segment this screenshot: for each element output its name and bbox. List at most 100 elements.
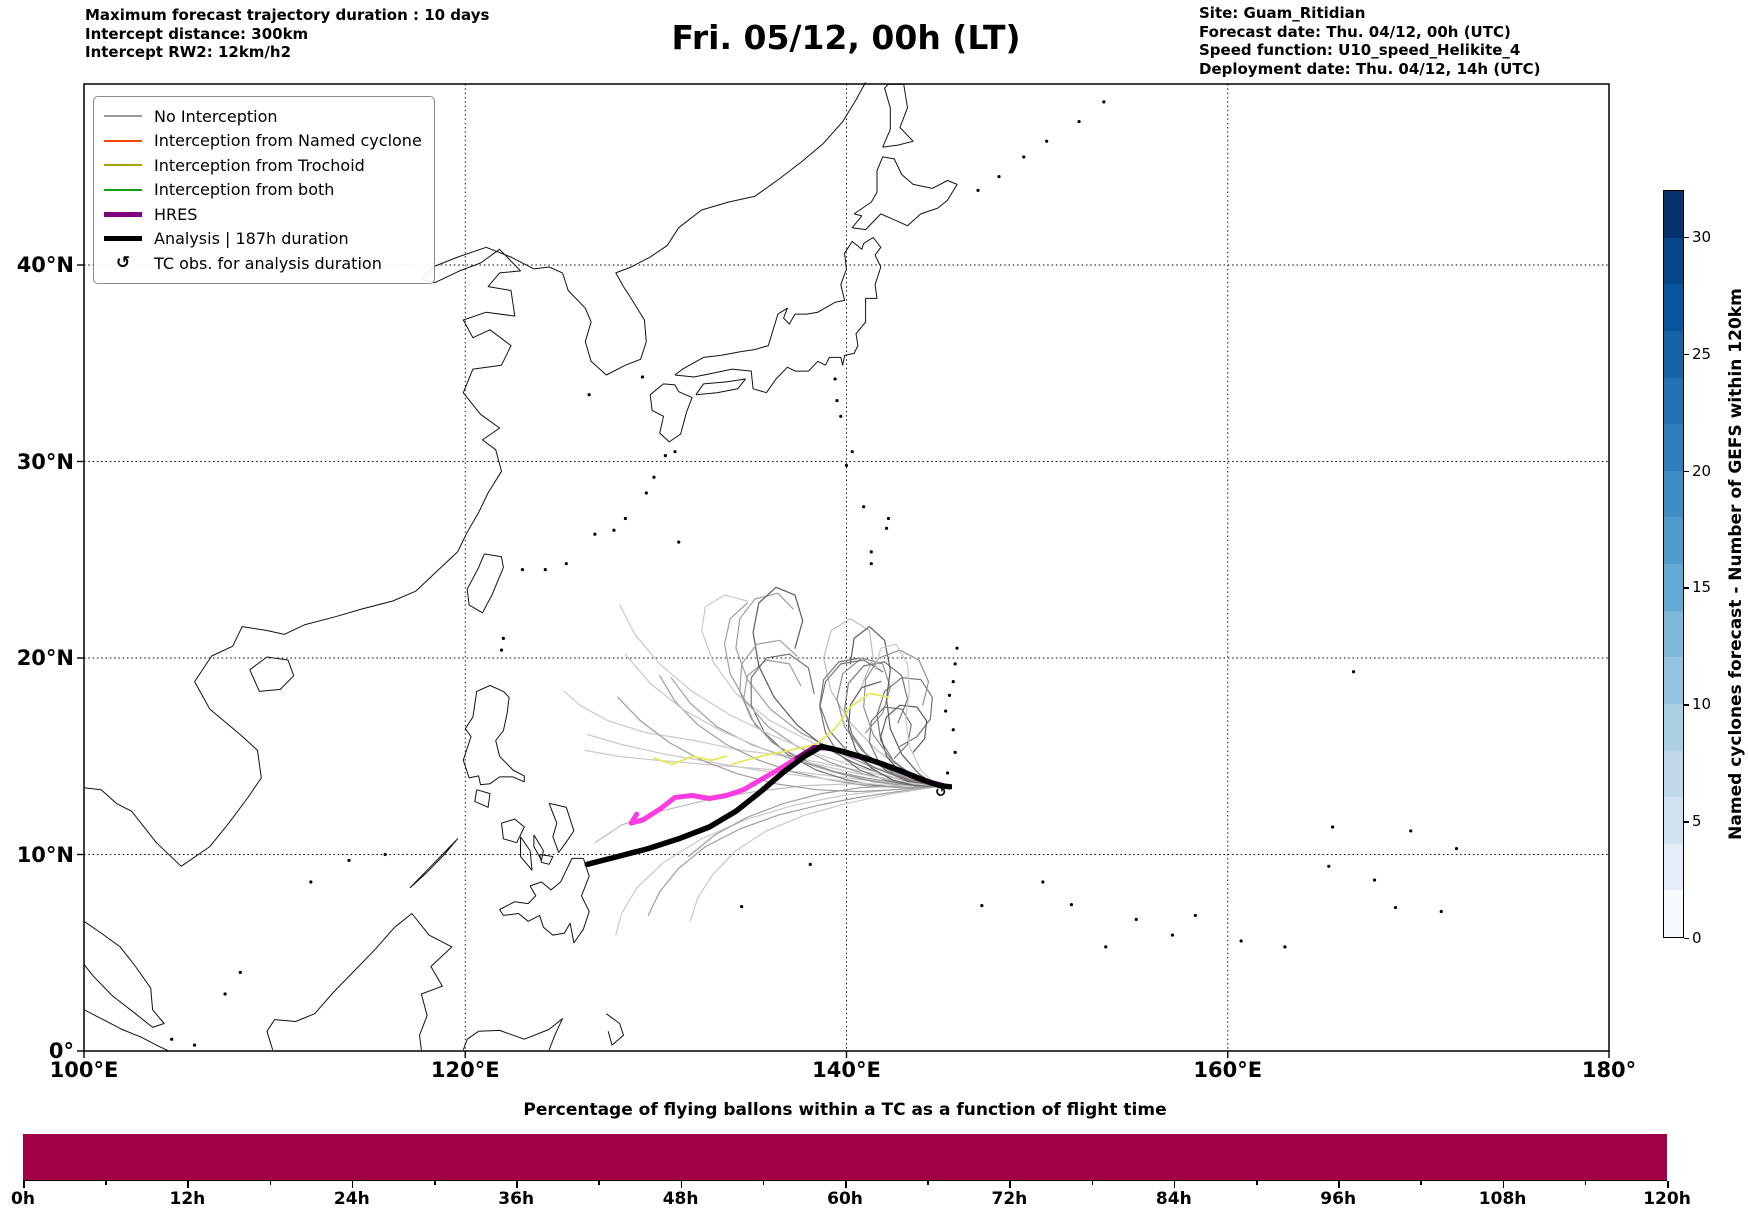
colorbar-tick-label: 20 [1692, 461, 1712, 480]
island-dot [640, 375, 645, 379]
x-tick-label: 120°E [430, 1058, 500, 1082]
colorbar-tick-label: 25 [1692, 344, 1712, 363]
island-dot [1022, 155, 1026, 159]
island-dot [309, 880, 313, 884]
island-dot [869, 562, 873, 566]
bar-x-minor-tick [1091, 1181, 1094, 1185]
coastline [695, 378, 746, 396]
legend-item-5: HRES [104, 202, 422, 227]
coastline [882, 83, 914, 148]
island-dot [1193, 913, 1197, 918]
y-tick-label: 0° [48, 1039, 74, 1063]
plot-title: Fri. 05/12, 00h (LT) [671, 18, 1021, 57]
colorbar-step [1664, 564, 1683, 611]
coastline [649, 383, 693, 443]
bar-x-minor-tick [105, 1181, 107, 1185]
legend-line-swatch [104, 115, 142, 118]
island-dot [1102, 100, 1106, 104]
x-tick-label: 100°E [49, 1058, 119, 1082]
island-dot [945, 771, 950, 775]
legend-line-swatch [104, 211, 142, 217]
analysis-end-marker [946, 784, 952, 790]
bar-x-major-tick [1009, 1181, 1011, 1188]
island-dot [593, 532, 597, 536]
percent-in-tc-bar [23, 1134, 1667, 1180]
trajectory-analysis [584, 743, 953, 868]
coastline [520, 836, 533, 871]
colorbar-step [1664, 424, 1683, 471]
bar-x-major-tick [23, 1181, 25, 1188]
island-dot [835, 398, 839, 403]
bar-x-major-tick [1173, 1181, 1176, 1188]
trajectory-gefs-trajectory-12 [876, 677, 939, 788]
colorbar-tick-label: 10 [1692, 695, 1712, 714]
y-tick-label: 40°N [16, 253, 74, 277]
trajectory-gefs-trajectory-14 [750, 653, 939, 789]
coastline [606, 1013, 624, 1046]
trajectory-gefs-trajectory-27 [819, 657, 939, 788]
x-tick-label: 180° [1581, 1058, 1637, 1082]
island-dot [833, 377, 837, 381]
trajectory-gefs-trajectory-31 [874, 643, 939, 788]
coastline [83, 920, 165, 1028]
colorbar-tick-label: 0 [1692, 929, 1702, 947]
island-dot [663, 454, 668, 458]
trajectory-gefs-trajectory-04 [615, 786, 939, 936]
y-tick-label: 10°N [16, 842, 74, 867]
bar-chart-x-axis [23, 1180, 1667, 1181]
bar-x-tick-label: 24h [333, 1189, 370, 1209]
island-dot [1239, 939, 1243, 943]
bar-x-tick-label: 120h [1643, 1189, 1691, 1209]
island-dot [238, 970, 242, 975]
legend-item-label: Interception from Named cyclone [154, 131, 422, 151]
island-dot [347, 858, 351, 862]
colorbar-step [1664, 703, 1683, 751]
colorbar-step [1664, 191, 1683, 238]
colorbar-tick-mark [1684, 236, 1689, 239]
coastline [851, 156, 958, 231]
island-dot [951, 728, 955, 732]
trajectory-gefs-trajectory-01 [563, 690, 939, 788]
bar-x-tick-label: 60h [827, 1189, 863, 1209]
island-dot [955, 646, 959, 650]
legend-item-label: No Interception [154, 106, 278, 126]
colorbar-step [1664, 890, 1683, 937]
trajectory-gefs-trajectory-28 [586, 733, 939, 788]
trajectory-gefs-trajectory-07 [735, 592, 939, 788]
bar-x-major-tick [516, 1181, 518, 1188]
island-dot [1393, 905, 1398, 910]
legend-line-swatch [104, 188, 142, 191]
bar-x-major-tick [845, 1181, 847, 1188]
island-dot [850, 450, 854, 454]
bar-x-major-tick [187, 1181, 189, 1188]
island-dot [1330, 825, 1335, 829]
island-dot [520, 567, 525, 572]
colorbar-step [1664, 470, 1683, 518]
coastline [539, 854, 554, 865]
map-legend: No Interception Interception from Named c… [93, 96, 435, 284]
coastline [249, 656, 295, 692]
colorbar-tick-mark [1684, 353, 1689, 356]
coastline [462, 685, 525, 786]
bar-x-tick-label: 36h [498, 1189, 535, 1209]
trajectory-gefs-trajectory-16 [647, 786, 939, 917]
trajectory-gefs-trajectory-30 [847, 680, 939, 788]
island-dot [886, 516, 891, 521]
island-dot [1069, 903, 1074, 907]
island-dot [997, 174, 1001, 179]
max-duration-text: Maximum forecast trajectory duration : 1… [85, 6, 490, 24]
coastline [501, 818, 525, 844]
bar-x-major-tick [1667, 1181, 1669, 1188]
forecast-date-text: Forecast date: Thu. 04/12, 00h (UTC) [1199, 22, 1511, 41]
colorbar-tick-mark [1684, 470, 1689, 472]
island-dot [976, 188, 980, 192]
bar-x-tick-label: 72h [991, 1189, 1028, 1209]
tc-obs-icon: ↺ [935, 785, 947, 801]
legend-line-swatch [104, 164, 142, 167]
y-tick-label: 30°N [16, 449, 74, 474]
island-dot [862, 505, 866, 509]
bar-x-tick-label: 108h [1478, 1189, 1527, 1209]
bar-x-minor-tick [434, 1181, 436, 1185]
bar-x-minor-tick [762, 1181, 765, 1185]
